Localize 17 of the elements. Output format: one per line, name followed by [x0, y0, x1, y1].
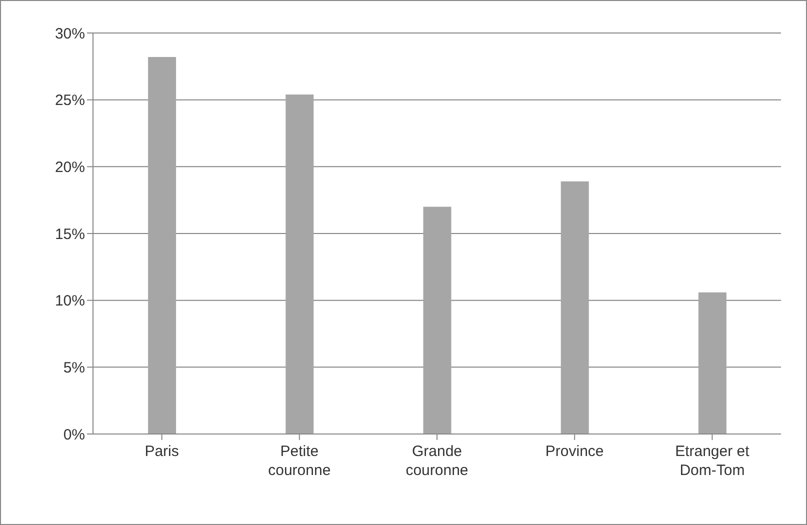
y-tick-label: 10%	[54, 292, 85, 310]
y-tick-label: 20%	[54, 158, 85, 176]
x-tick-label: Etranger et Dom-Tom	[675, 443, 750, 479]
bar	[148, 57, 176, 434]
x-tick-label: Province	[545, 443, 604, 460]
bar	[560, 181, 589, 434]
bar	[423, 206, 452, 434]
y-tick-label: 25%	[54, 92, 85, 110]
y-tick-label: 15%	[54, 226, 85, 243]
bar	[286, 94, 314, 434]
y-tick-label: 30%	[54, 25, 85, 42]
x-tick-label: Grande couronne	[406, 443, 468, 479]
x-tick-label: Petite couronne	[268, 443, 331, 479]
bar	[698, 292, 726, 434]
y-tick-label: 0%	[63, 426, 85, 444]
x-tick-label: Paris	[144, 443, 179, 460]
y-tick-label: 5%	[63, 359, 85, 376]
